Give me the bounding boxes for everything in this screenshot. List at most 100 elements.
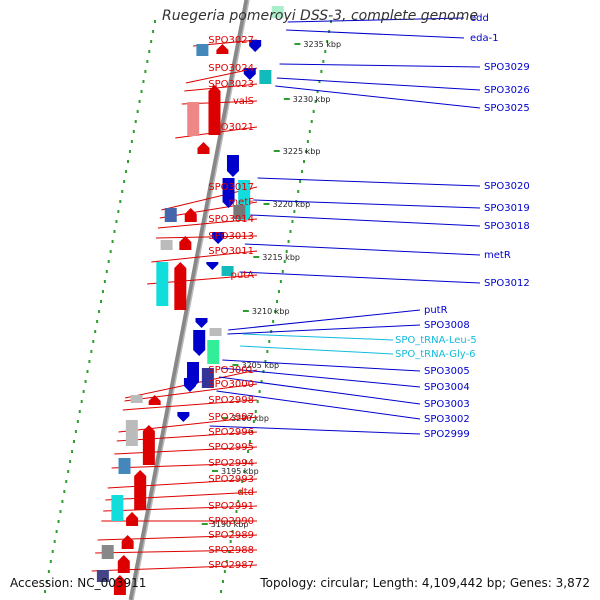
outer-right-track-dot — [316, 90, 319, 93]
scale-tick-label: 3190 kbp — [211, 520, 249, 529]
outer-right-track-dot — [312, 110, 315, 113]
reverse-gene-arrow — [183, 378, 196, 392]
outer-right-track-dot — [260, 380, 263, 383]
forward-gene-label: SPO2991 — [208, 501, 254, 512]
outer-left-track-dot — [72, 440, 75, 443]
forward-gene-label: SPO2997 — [208, 412, 254, 423]
outer-left-track-dot — [130, 140, 133, 143]
rna-gene-leader — [240, 345, 394, 355]
reverse-gene-leader — [209, 425, 421, 435]
outer-right-track-dot — [243, 470, 246, 473]
outer-right-track-dot — [268, 340, 271, 343]
outer-left-track-dot — [134, 120, 137, 123]
forward-gene-arrow — [117, 555, 130, 573]
forward-gene-leader — [118, 416, 258, 433]
outer-right-track-dot — [250, 430, 253, 433]
reverse-gene-leader — [228, 309, 421, 331]
forward-gene-label: SPO3017 — [208, 182, 254, 193]
outer-left-track-dot — [98, 310, 101, 313]
outer-left-track-dot — [49, 560, 52, 563]
outer-left-track-dot — [88, 360, 91, 363]
forward-gene-label: SPO2998 — [208, 395, 254, 406]
outer-left-track-dot — [78, 410, 81, 413]
reverse-gene-leader — [287, 17, 465, 23]
forward-gene-leader — [105, 491, 258, 501]
outer-right-track-dot — [223, 570, 226, 573]
outer-right-track-dot — [266, 350, 269, 353]
reverse-gene-label: SPO3029 — [484, 62, 530, 73]
homology-box — [196, 44, 209, 56]
reverse-gene-arrow — [249, 40, 262, 52]
reverse-gene-leader — [219, 376, 421, 405]
outer-right-track-dot — [310, 120, 313, 123]
outer-left-track-dot — [148, 50, 151, 53]
outer-right-track-dot — [225, 560, 228, 563]
reverse-gene-leader — [216, 390, 421, 420]
outer-left-track-dot — [53, 540, 56, 543]
reverse-gene-leader — [239, 271, 481, 284]
outer-left-track-dot — [96, 320, 99, 323]
outer-right-track-dot — [258, 390, 261, 393]
homology-box — [125, 420, 138, 446]
homology-box — [259, 70, 272, 84]
reverse-gene-label: edd — [470, 13, 489, 24]
forward-gene-arrow — [208, 85, 221, 135]
outer-right-track-dot — [241, 480, 244, 483]
outer-left-track-dot — [86, 370, 89, 373]
outer-right-track-dot — [306, 140, 309, 143]
outer-right-track-dot — [262, 370, 265, 373]
forward-gene-arrow — [121, 535, 134, 549]
genome-title: Ruegeria pomeroyi DSS-3, complete genome — [162, 8, 478, 24]
scale-tick-label: 3205 kbp — [241, 361, 279, 370]
outer-right-track-dot — [318, 80, 321, 83]
reverse-gene-label: SPO3019 — [484, 203, 530, 214]
reverse-gene-arrow — [195, 318, 208, 328]
outer-right-track-dot — [279, 280, 282, 283]
outer-left-track-dot — [80, 400, 83, 403]
reverse-gene-label: SPO3003 — [424, 399, 470, 410]
rna-gene-label: SPO_tRNA-Leu-5 — [395, 335, 477, 346]
outer-left-track-dot — [107, 260, 110, 263]
outer-right-track-dot — [293, 210, 296, 213]
reverse-gene-label: SPO3008 — [424, 320, 470, 331]
forward-gene-leader — [122, 399, 258, 411]
scale-tick-label: 3225 kbp — [283, 147, 321, 156]
outer-right-track-dot — [231, 530, 234, 533]
forward-gene-label: SPO3014 — [208, 214, 254, 225]
outer-right-track-dot — [308, 130, 311, 133]
outer-left-track-dot — [76, 420, 79, 423]
forward-gene-label: SPO3000 — [208, 379, 254, 390]
reverse-gene-leader — [253, 199, 481, 209]
outer-right-track-dot — [281, 270, 284, 273]
backbone-highlight — [132, 0, 250, 600]
outer-left-track-dot — [111, 240, 114, 243]
outer-right-track-dot — [245, 460, 248, 463]
scale-tick-label: 3235 kbp — [303, 40, 341, 49]
outer-left-track-dot — [61, 500, 64, 503]
outer-right-track-dot — [326, 40, 329, 43]
outer-left-track-dot — [63, 490, 66, 493]
forward-gene-arrow — [184, 208, 197, 222]
forward-gene-label: SPO3023 — [208, 79, 254, 90]
leader-lines — [91, 17, 481, 572]
outer-left-track-dot — [45, 580, 48, 583]
outer-right-track-dot — [247, 450, 250, 453]
track-layer: 3235 kbp 3230 kbp 3225 kbp 3220 kbp 3215 kbp… — [44, 0, 341, 600]
outer-left-track-dot — [123, 180, 126, 183]
outer-right-track-dot — [304, 150, 307, 153]
outer-left-track-dot — [119, 200, 122, 203]
homology-box — [160, 240, 173, 250]
outer-left-track-dot — [117, 210, 120, 213]
forward-gene-leader — [111, 462, 258, 469]
homology-box — [209, 328, 222, 336]
forward-gene-label: metF — [228, 197, 254, 208]
backbone-line — [128, 0, 250, 600]
reverse-gene-leader — [222, 359, 421, 372]
outer-left-track-dot — [47, 570, 50, 573]
outer-left-track-dot — [105, 270, 108, 273]
homology-box — [207, 340, 220, 364]
outer-left-track-dot — [90, 350, 93, 353]
reverse-gene-arrow — [206, 262, 219, 270]
homology-box — [156, 262, 169, 306]
outer-left-track-dot — [71, 450, 74, 453]
